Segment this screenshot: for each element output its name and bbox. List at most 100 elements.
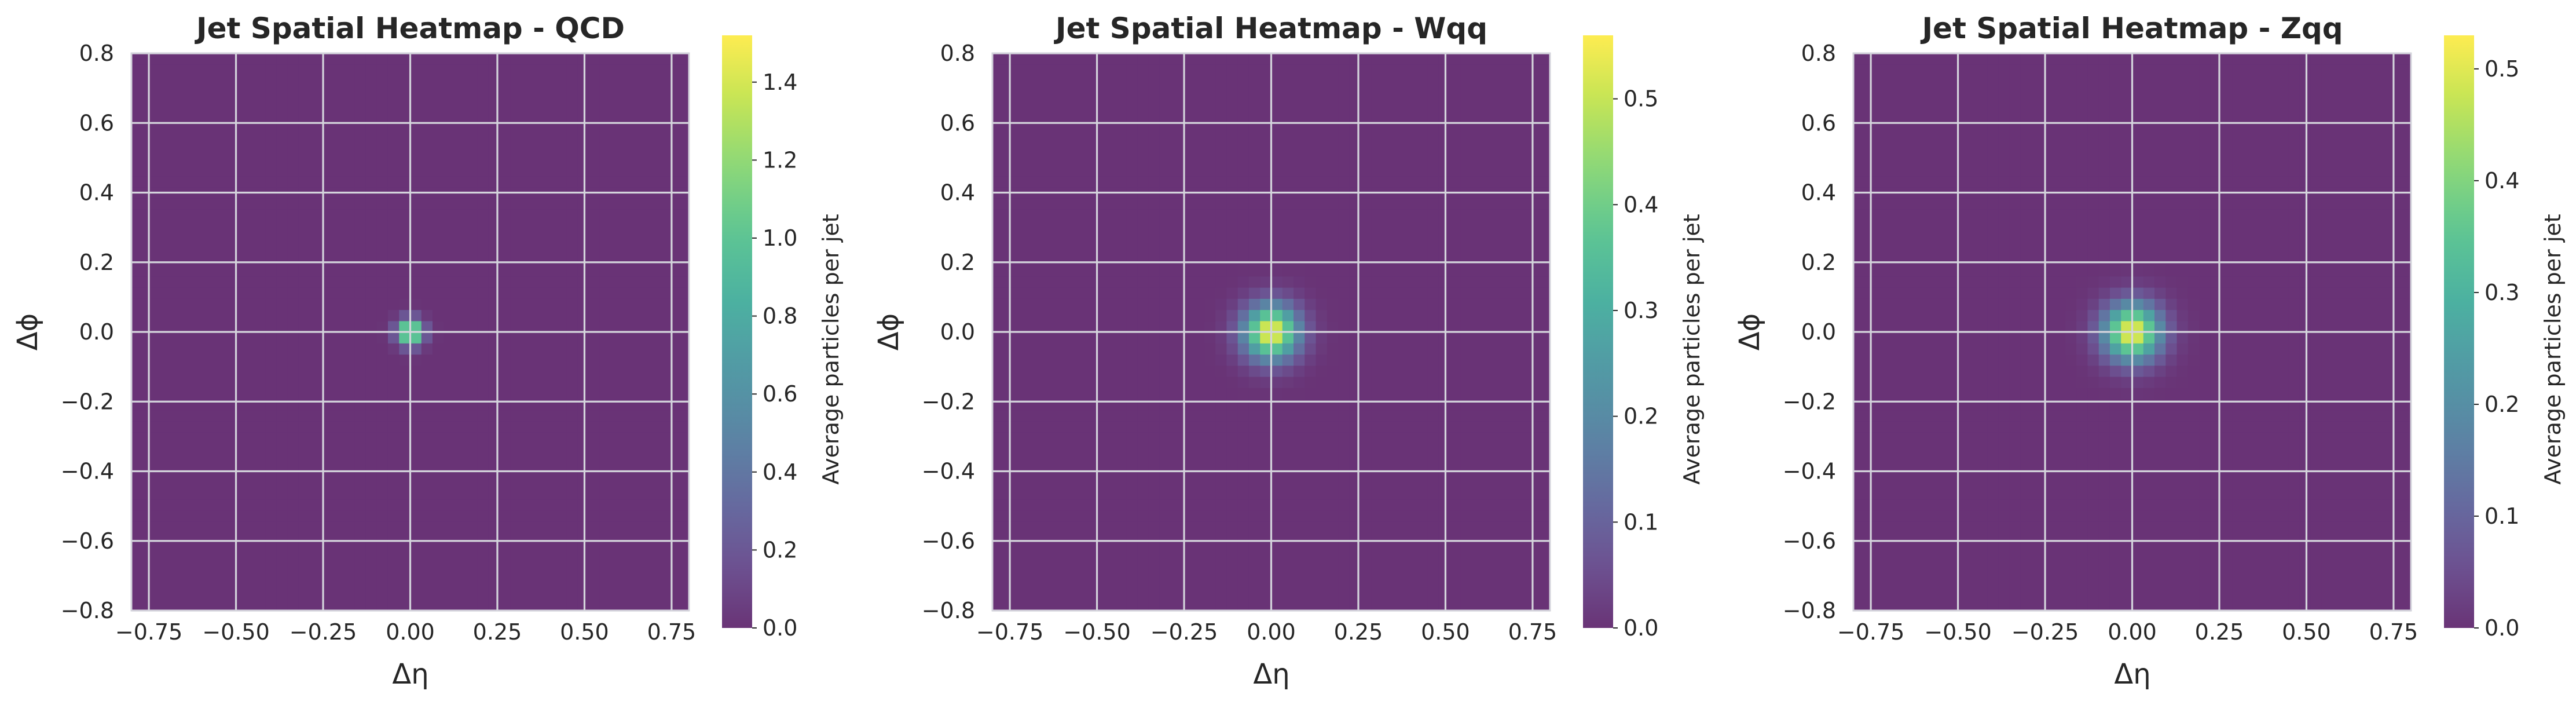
heatmap-cell	[1159, 320, 1171, 333]
heatmap-cell	[588, 554, 600, 567]
heatmap-cell	[1438, 410, 1450, 422]
heatmap-cell	[332, 309, 344, 322]
heatmap-cell	[992, 499, 1004, 511]
heatmap-cell	[1137, 566, 1149, 578]
heatmap-cell	[276, 309, 288, 322]
heatmap-cell	[1371, 454, 1383, 466]
heatmap-cell	[254, 75, 266, 87]
heatmap-cell	[265, 343, 277, 355]
heatmap-cell	[455, 443, 467, 455]
heatmap-cell	[1327, 109, 1339, 121]
heatmap-cell	[1025, 554, 1038, 567]
heatmap-cell	[276, 532, 288, 545]
heatmap-cell	[1405, 309, 1417, 322]
heatmap-cell	[1494, 410, 1506, 422]
heatmap-cell	[298, 521, 310, 533]
heatmap-cell	[1360, 432, 1372, 444]
heatmap-cell	[1037, 477, 1049, 488]
heatmap-cell	[1505, 376, 1517, 388]
heatmap-cell	[522, 566, 533, 578]
heatmap-cell	[1104, 543, 1116, 556]
heatmap-cell	[1248, 588, 1260, 600]
heatmap-cell	[1093, 220, 1105, 232]
heatmap-cell	[1294, 388, 1305, 400]
heatmap-cell	[1405, 198, 1417, 210]
heatmap-cell	[1438, 276, 1450, 288]
heatmap-cell	[131, 165, 143, 177]
heatmap-cell	[655, 165, 668, 177]
heatmap-cell	[1171, 477, 1183, 488]
heatmap-cell	[232, 376, 244, 388]
heatmap-cell	[992, 86, 1004, 98]
heatmap-cell	[164, 320, 177, 333]
heatmap-cell	[1483, 554, 1495, 567]
heatmap-cell	[1327, 298, 1339, 311]
heatmap-cell	[1226, 354, 1238, 366]
heatmap-cell	[1159, 454, 1171, 466]
heatmap-cell	[153, 432, 166, 444]
heatmap-cell	[1405, 97, 1417, 109]
heatmap-cell	[1394, 220, 1406, 232]
heatmap-cell	[354, 488, 367, 500]
heatmap-cell	[677, 298, 690, 311]
heatmap-cell	[1082, 120, 1093, 132]
heatmap-cell	[209, 443, 221, 455]
heatmap-cell	[1271, 443, 1283, 455]
heatmap-cell	[1316, 109, 1328, 121]
heatmap-cell	[1260, 220, 1272, 232]
heatmap-cell	[1271, 588, 1283, 600]
heatmap-cell	[276, 354, 288, 366]
heatmap-cell	[1093, 131, 1105, 143]
heatmap-cell	[1025, 265, 1038, 277]
heatmap-cell	[1137, 354, 1149, 366]
heatmap-cell	[1037, 499, 1049, 511]
heatmap-cell	[354, 287, 367, 299]
heatmap-cell	[187, 265, 199, 277]
heatmap-cell	[376, 521, 389, 533]
heatmap-cell	[1059, 298, 1071, 311]
heatmap-cell	[588, 443, 600, 455]
heatmap-cell	[1226, 532, 1238, 545]
heatmap-cell	[1171, 309, 1183, 322]
heatmap-cell	[221, 298, 232, 311]
heatmap-cell	[677, 265, 690, 277]
heatmap-cell	[232, 309, 244, 322]
heatmap-cell	[611, 499, 623, 511]
heatmap-cell	[433, 64, 444, 76]
heatmap-cell	[164, 287, 177, 299]
heatmap-cell	[187, 399, 199, 411]
heatmap-cell	[1338, 410, 1350, 422]
heatmap-cell	[221, 510, 232, 522]
heatmap-cell	[544, 432, 556, 444]
heatmap-cell	[298, 53, 310, 65]
heatmap-cell	[1260, 276, 1272, 288]
heatmap-cell	[1416, 265, 1428, 277]
heatmap-cell	[176, 86, 188, 98]
heatmap-cell	[1193, 220, 1205, 232]
heatmap-cell	[1438, 599, 1450, 611]
heatmap-cell	[376, 109, 389, 121]
heatmap-cell	[1394, 477, 1406, 488]
heatmap-cell	[1383, 376, 1394, 388]
heatmap-cell	[1416, 243, 1428, 254]
heatmap-cell	[1460, 243, 1472, 254]
heatmap-cell	[387, 354, 400, 366]
heatmap-cell	[1204, 510, 1216, 522]
heatmap-cell	[1305, 521, 1317, 533]
heatmap-cell	[354, 64, 367, 76]
heatmap-cell	[577, 53, 589, 65]
heatmap-cell	[433, 131, 444, 143]
heatmap-cell	[1193, 142, 1205, 154]
heatmap-cell	[1237, 566, 1249, 578]
heatmap-cell	[232, 265, 244, 277]
heatmap-cell	[310, 120, 322, 132]
heatmap-cell	[1025, 566, 1038, 578]
heatmap-cell	[243, 343, 255, 355]
heatmap-cell	[466, 521, 478, 533]
heatmap-cell	[588, 287, 600, 299]
heatmap-cell	[1148, 421, 1160, 433]
heatmap-cell	[243, 599, 255, 611]
heatmap-cell	[1048, 276, 1060, 288]
heatmap-cell	[131, 543, 143, 556]
heatmap-cell	[1171, 131, 1183, 143]
